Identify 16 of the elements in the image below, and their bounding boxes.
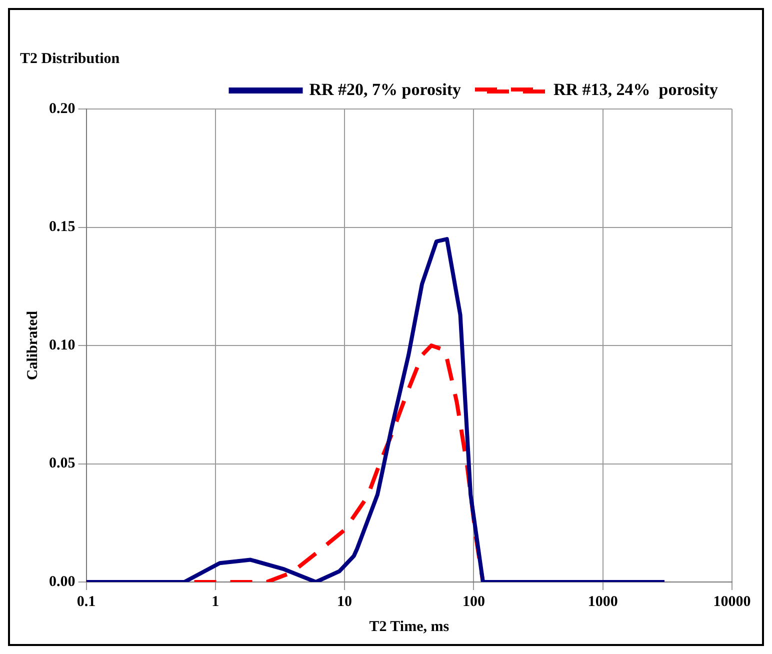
- x-tick-label: 1000: [588, 594, 618, 610]
- x-tick-label: 1: [212, 594, 220, 610]
- y-axis-title: Calibrated: [24, 310, 41, 380]
- x-tick-label: 10000: [713, 594, 751, 610]
- legend-label: RR #13, 24% porosity: [554, 80, 718, 99]
- legend-label: RR #20, 7% porosity: [309, 80, 462, 99]
- x-axis-title: T2 Time, ms: [369, 618, 450, 635]
- x-tick-label: 0.1: [76, 594, 96, 610]
- y-tick-label: 0.10: [49, 337, 76, 354]
- y-tick-label: 0.15: [49, 219, 76, 236]
- chart-title: T2 Distribution: [20, 50, 120, 67]
- y-tick-label: 0.00: [49, 574, 76, 590]
- x-tick-label: 100: [462, 594, 485, 610]
- y-tick-label: 0.05: [49, 456, 76, 472]
- x-tick-label: 10: [337, 594, 352, 610]
- y-tick-label: 0.20: [49, 100, 76, 117]
